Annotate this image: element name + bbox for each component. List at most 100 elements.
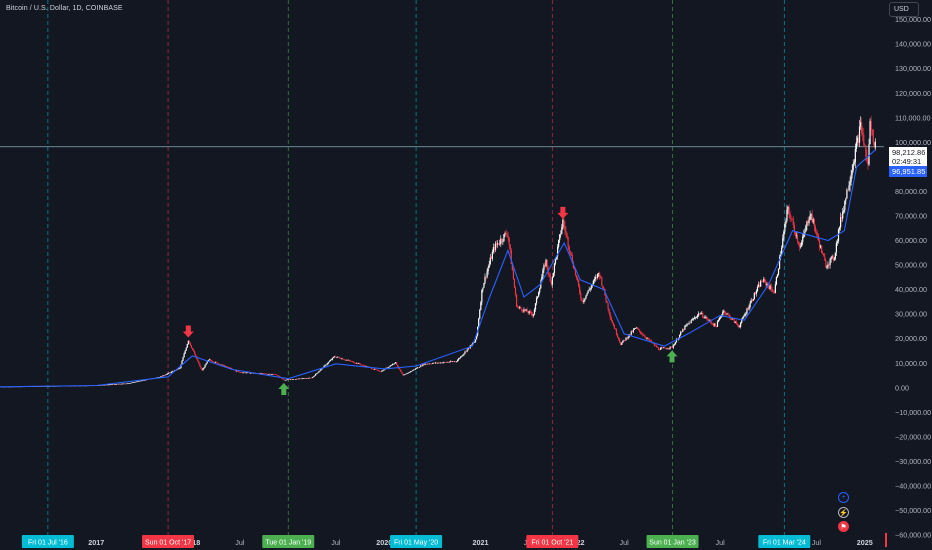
candle-body: [339, 357, 341, 359]
candle-body: [606, 300, 608, 304]
candle-body: [863, 134, 865, 145]
candle-body: [782, 238, 784, 248]
candle-body: [627, 336, 629, 339]
candle-body: [746, 308, 748, 314]
candle-body: [831, 256, 833, 258]
candle-body: [847, 189, 849, 191]
candle-body: [802, 236, 804, 243]
candle-body: [808, 219, 810, 224]
candle-body: [492, 247, 495, 252]
candle-body: [201, 368, 203, 371]
candle-body: [262, 373, 264, 374]
x-tick-label: 2020: [376, 538, 392, 547]
candle-body: [190, 345, 193, 348]
candle-body: [826, 266, 828, 268]
candle-body: [508, 237, 510, 245]
candle-body: [793, 224, 795, 232]
candle-body: [815, 232, 818, 234]
candle-body: [141, 380, 143, 382]
candle-body: [225, 366, 227, 367]
candle-body: [238, 371, 240, 373]
candle-body: [514, 287, 517, 295]
candle-body: [465, 351, 467, 353]
candle-body: [441, 362, 443, 364]
candle-body: [700, 313, 702, 315]
candle-body: [125, 383, 127, 385]
candle-body: [607, 303, 609, 310]
candle-body: [542, 270, 544, 278]
candle-body: [538, 292, 540, 297]
candle-body: [598, 273, 600, 274]
date-tag-label: Fri 01 Jul '16: [28, 540, 68, 547]
date-tag-label: Sun 01 Jan '23: [649, 540, 696, 547]
candle-body: [292, 379, 295, 380]
lightning-icon[interactable]: ⚡: [838, 507, 849, 518]
candle-body: [526, 309, 528, 313]
countdown-label: 02:49:31: [889, 156, 927, 167]
candle-body: [583, 300, 585, 303]
candle-body: [484, 276, 486, 284]
candle-body: [841, 217, 843, 219]
flag-icon[interactable]: ⚑: [838, 521, 849, 532]
candle-body: [605, 295, 607, 301]
currency-selector[interactable]: USD: [889, 2, 919, 17]
candle-body: [530, 311, 532, 314]
candle-body: [117, 384, 119, 385]
candle-body: [172, 371, 175, 372]
candle-body: [461, 355, 463, 357]
candle-body: [490, 257, 492, 259]
y-tick-label: −10,000.00: [895, 408, 931, 417]
candle-body: [504, 233, 506, 235]
candle-body: [752, 299, 754, 301]
candle-body: [776, 274, 779, 278]
candle-body: [806, 221, 808, 226]
candle-body: [347, 360, 349, 361]
candle-body: [789, 213, 791, 219]
candle-body: [240, 372, 242, 373]
candle-body: [543, 265, 545, 271]
candle-body: [796, 235, 799, 242]
candle-body: [169, 372, 172, 374]
candle-body: [701, 312, 703, 314]
candle-body: [507, 235, 509, 238]
candle-body: [773, 292, 775, 293]
candle-body: [844, 200, 846, 211]
candle-body: [723, 310, 725, 313]
candle-body: [810, 214, 812, 216]
y-tick-label: −60,000.00: [895, 531, 931, 540]
candle-body: [273, 374, 276, 375]
candle-body: [674, 342, 677, 345]
candle-body: [812, 219, 814, 223]
candle-body: [662, 347, 664, 349]
candle-body: [730, 318, 732, 320]
candle-body: [115, 384, 117, 385]
y-tick-label: 20,000.00: [895, 334, 927, 343]
candle-body: [161, 376, 163, 377]
candle-body: [260, 373, 262, 374]
candle-body: [850, 174, 852, 182]
candle-body: [635, 327, 638, 329]
candle-body: [614, 328, 617, 330]
candle-body: [755, 291, 758, 294]
candle-body: [599, 273, 601, 278]
candle-body: [874, 141, 876, 148]
candle-body: [164, 374, 166, 376]
candle-body: [726, 313, 728, 315]
candle-body: [553, 263, 556, 273]
candle-body: [495, 243, 498, 245]
candle-body: [582, 300, 584, 303]
candle-body: [205, 363, 207, 365]
candle-body: [286, 379, 288, 381]
candle-body: [642, 334, 644, 336]
candle-body: [501, 238, 503, 242]
candle-body: [403, 374, 405, 376]
candle-body: [181, 360, 183, 365]
candle-body: [671, 346, 673, 348]
plus-circle-icon[interactable]: +: [838, 492, 849, 503]
candle-body: [197, 359, 199, 362]
candle-body: [423, 364, 425, 365]
y-tick-label: 70,000.00: [895, 212, 927, 221]
candle-body: [783, 231, 785, 239]
candle-body: [797, 241, 800, 245]
